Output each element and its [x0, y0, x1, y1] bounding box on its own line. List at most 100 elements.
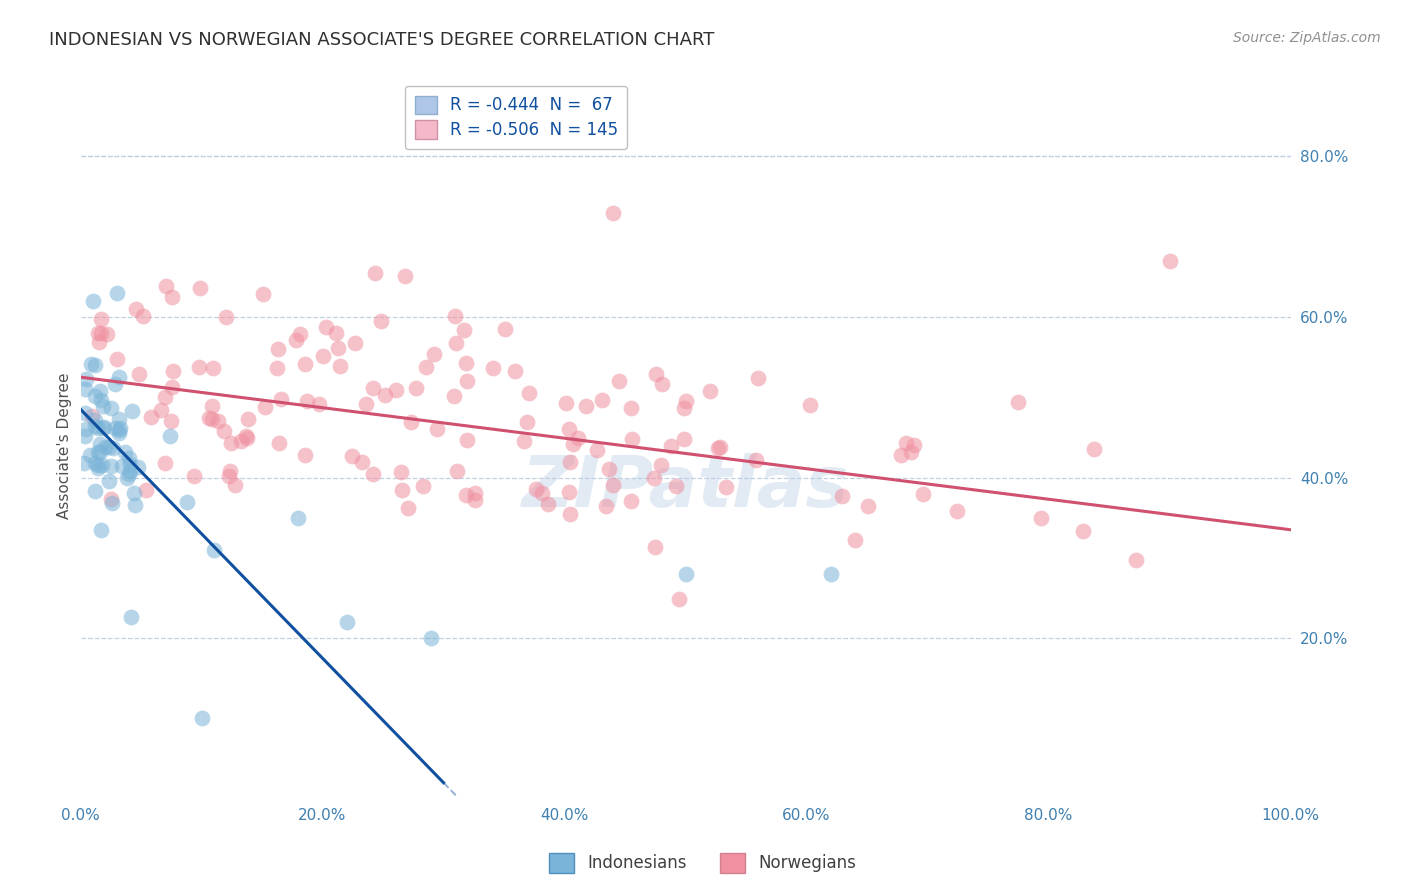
Point	[516, 415, 538, 429]
Point	[104, 376, 127, 391]
Point	[707, 441, 730, 455]
Point	[1159, 253, 1181, 268]
Point	[361, 381, 384, 395]
Point	[391, 483, 413, 497]
Point	[159, 429, 181, 443]
Point	[517, 385, 540, 400]
Point	[236, 431, 259, 445]
Point	[560, 455, 582, 469]
Point	[236, 411, 259, 425]
Point	[1007, 395, 1029, 409]
Point	[443, 389, 465, 403]
Point	[384, 383, 406, 397]
Point	[659, 439, 682, 453]
Point	[675, 393, 697, 408]
Point	[555, 395, 578, 409]
Point	[89, 523, 111, 537]
Point	[73, 428, 96, 442]
Point	[73, 382, 96, 396]
Point	[643, 471, 665, 485]
Point	[389, 465, 412, 479]
Point	[97, 474, 120, 488]
Point	[219, 435, 242, 450]
Point	[215, 310, 238, 324]
Y-axis label: Associate's Degree: Associate's Degree	[58, 372, 72, 518]
Point	[602, 478, 624, 492]
Point	[747, 371, 769, 385]
Point	[124, 498, 146, 512]
Point	[344, 336, 367, 351]
Point	[557, 422, 579, 436]
Point	[229, 434, 252, 449]
Point	[118, 467, 141, 482]
Point	[494, 322, 516, 336]
Point	[83, 413, 105, 427]
Point	[537, 497, 560, 511]
Point	[107, 425, 129, 440]
Point	[591, 393, 613, 408]
Point	[162, 364, 184, 378]
Text: ZIPatlas: ZIPatlas	[522, 453, 849, 523]
Point	[101, 442, 124, 456]
Point	[454, 356, 477, 370]
Point	[294, 448, 316, 462]
Point	[159, 414, 181, 428]
Point	[111, 459, 134, 474]
Point	[329, 359, 352, 373]
Point	[609, 374, 631, 388]
Point	[176, 494, 198, 508]
Point	[153, 390, 176, 404]
Point	[651, 376, 673, 391]
Point	[602, 205, 624, 219]
Point	[315, 320, 337, 334]
Point	[90, 326, 112, 340]
Point	[575, 399, 598, 413]
Point	[87, 458, 110, 472]
Point	[101, 496, 124, 510]
Point	[665, 479, 688, 493]
Point	[644, 540, 666, 554]
Point	[412, 479, 434, 493]
Point	[100, 459, 122, 474]
Point	[98, 441, 121, 455]
Point	[446, 464, 468, 478]
Point	[150, 402, 173, 417]
Point	[190, 711, 212, 725]
Point	[83, 389, 105, 403]
Point	[80, 409, 103, 424]
Point	[896, 435, 918, 450]
Point	[108, 424, 131, 438]
Point	[454, 488, 477, 502]
Point	[425, 422, 447, 436]
Point	[744, 453, 766, 467]
Point	[668, 592, 690, 607]
Point	[464, 486, 486, 500]
Point	[75, 372, 97, 386]
Point	[252, 287, 274, 301]
Point	[93, 440, 115, 454]
Point	[420, 631, 443, 645]
Text: Source: ZipAtlas.com: Source: ZipAtlas.com	[1233, 31, 1381, 45]
Point	[709, 440, 731, 454]
Legend: R = -0.444  N =  67, R = -0.506  N = 145: R = -0.444 N = 67, R = -0.506 N = 145	[405, 86, 627, 149]
Point	[308, 397, 330, 411]
Point	[1071, 524, 1094, 538]
Point	[650, 458, 672, 472]
Point	[104, 421, 127, 435]
Point	[128, 368, 150, 382]
Point	[207, 414, 229, 428]
Point	[374, 388, 396, 402]
Point	[162, 290, 184, 304]
Point	[562, 437, 585, 451]
Point	[831, 489, 853, 503]
Point	[87, 420, 110, 434]
Point	[336, 615, 359, 629]
Point	[89, 384, 111, 398]
Point	[83, 419, 105, 434]
Point	[198, 410, 221, 425]
Point	[84, 359, 107, 373]
Point	[132, 309, 155, 323]
Point	[912, 486, 935, 500]
Point	[399, 415, 422, 429]
Point	[270, 392, 292, 406]
